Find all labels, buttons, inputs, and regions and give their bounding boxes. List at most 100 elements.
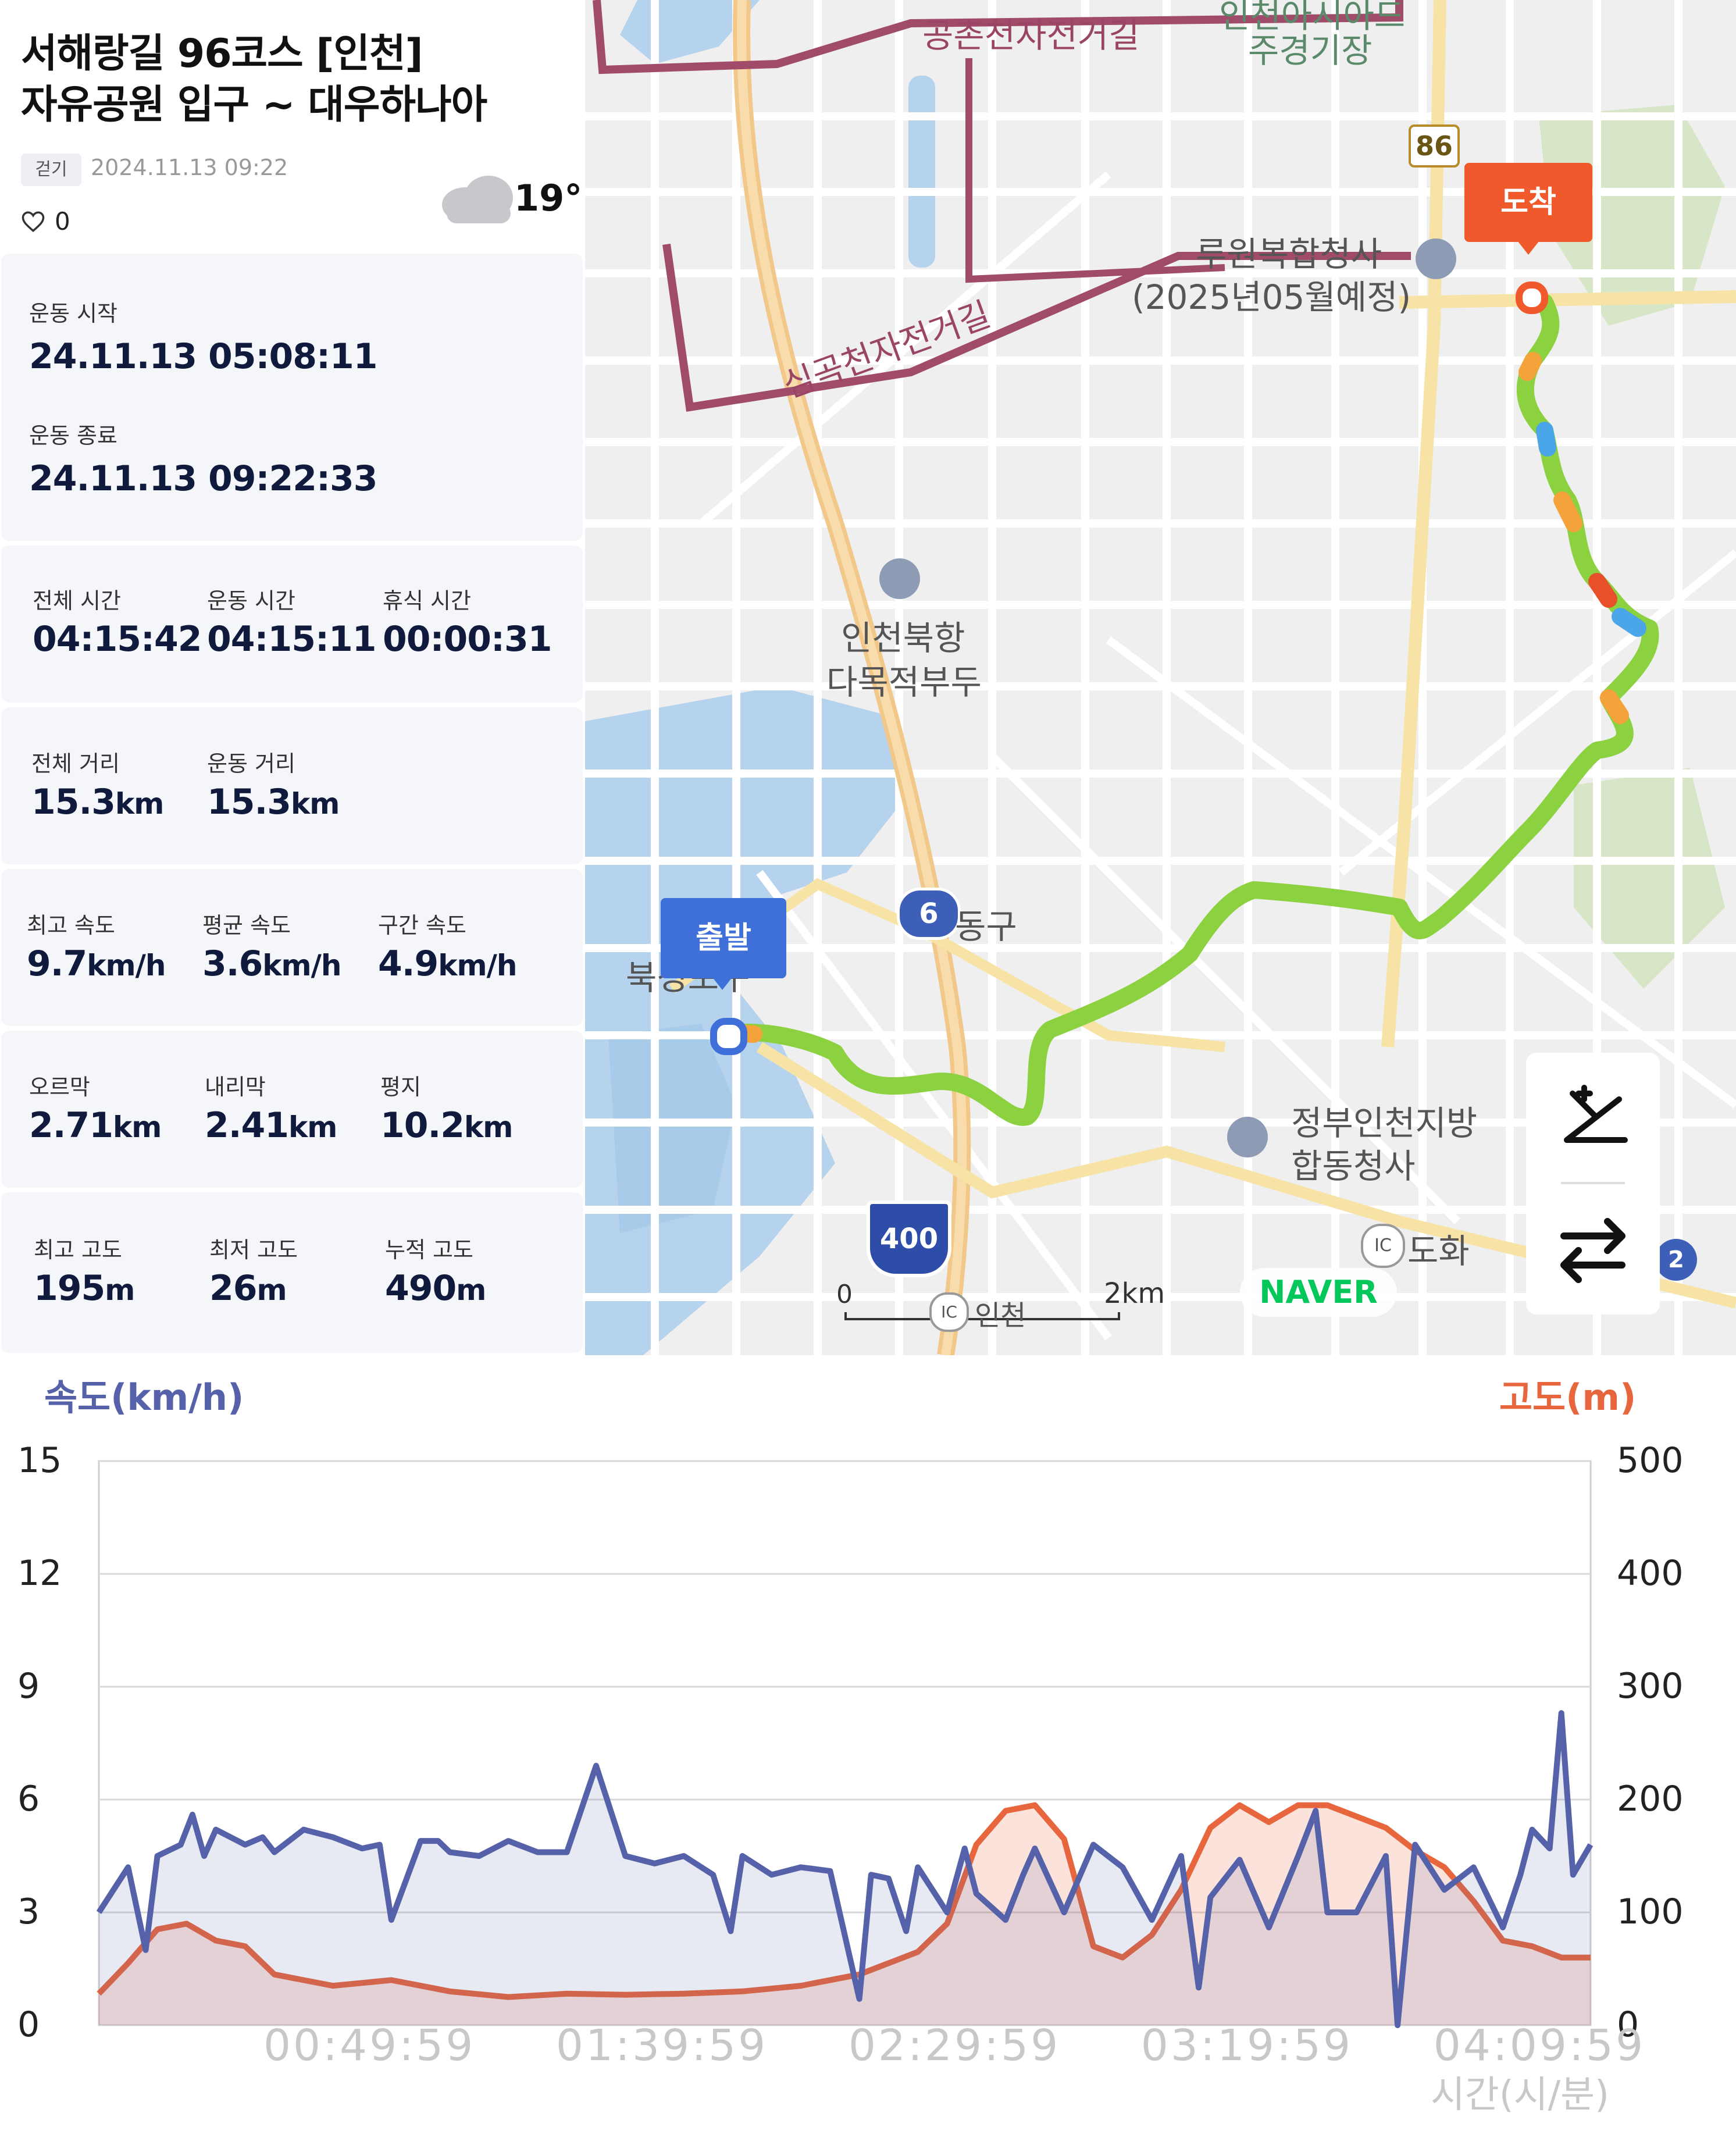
map-label-asiad-stadium-1: 인천아시아드 [1219,0,1406,35]
avg-speed-label: 평균 속도 [202,913,291,938]
max-speed-value: 9.7km/h [27,943,166,984]
map-label-asiad-stadium-2: 주경기장 [1248,31,1373,70]
map-label-multipurpose-pier: 다목적부두 [826,662,982,702]
left-tick-label: 9 [17,1666,40,1707]
flat-label: 평지 [380,1074,421,1100]
route-map[interactable]: 공촌천자전거길 심곡천자전거길 인천아시아드 주경기장 86 루원복합청사 (2… [585,0,1736,1355]
end-marker[interactable] [1516,282,1548,314]
x-axis-title: 시간(시/분) [1431,2074,1610,2117]
left-tick-label: 6 [17,1779,40,1819]
max-altitude-value: 195m [34,1268,135,1309]
naver-logo: NAVER [1240,1268,1397,1317]
road-86-shield: 86 [1409,124,1460,168]
map-label-ruwon-complex: 루원복합청사 [1196,234,1382,274]
workout-date: 2024.11.13 09:22 [91,155,288,180]
x-tick-label: 04:09:59 [1433,2021,1646,2071]
min-altitude-label: 최저 고도 [209,1237,298,1263]
slope-toggle-button[interactable] [1526,1053,1660,1181]
right-tick-label: 500 [1617,1440,1684,1481]
total-distance-label: 전체 거리 [31,751,120,776]
uphill-label: 오르막 [29,1074,90,1100]
like-button[interactable]: 0 [21,207,70,236]
x-tick-label: 03:19:59 [1140,2021,1353,2071]
swap-icon [1560,1218,1626,1283]
min-altitude-value: 26m [209,1268,287,1309]
main-road-north-south-center [737,0,967,1355]
right-tick-label: 100 [1617,1891,1684,1932]
sea-water [585,686,911,1355]
left-tick-label: 12 [17,1553,62,1594]
swap-button[interactable] [1526,1187,1660,1314]
downhill-value: 2.41km [205,1105,337,1146]
map-label-gongchon-bike-path: 공촌천자전거길 [922,16,1140,55]
map-label-ruwon-complex-date: (2025년05월예정) [1132,277,1411,317]
street-grid [585,0,1736,1355]
highway-400-shield: 400 [867,1200,951,1277]
end-label: 운동 종료 [29,423,117,448]
total-time-value: 04:15:42 [33,619,202,660]
active-time-value: 04:15:11 [207,619,376,660]
map-label-dong-gu: 동구 [955,907,1017,946]
road-shield-partial: 2 [1655,1239,1697,1281]
scale-zero: 0 [836,1280,853,1309]
start-label: 운동 시작 [29,301,117,326]
speed-series-area [99,1713,1591,2025]
slope-toggle-icon [1564,1085,1628,1143]
canal-water [908,76,935,268]
map-label-incheon: 인천 [975,1299,1026,1332]
x-tick-label: 02:29:59 [848,2021,1061,2071]
total-ascent-value: 490m [385,1268,486,1309]
distance-card: 전체 거리 15.3km 운동 거리 15.3km [1,707,583,864]
right-tick-label: 400 [1617,1553,1684,1594]
downhill-label: 내리막 [205,1074,266,1100]
altitude-series-area [99,1805,1591,2025]
altitude-series-line [97,1802,1591,2000]
max-speed-label: 최고 속도 [27,913,115,938]
start-marker[interactable] [710,1018,747,1055]
total-ascent-label: 누적 고도 [385,1237,473,1263]
cloud-icon [442,176,513,223]
right-tick-label: 0 [1617,2004,1639,2045]
road-6-shield: 6 [897,888,961,940]
control-divider [1561,1182,1625,1184]
left-tick-label: 0 [17,2004,40,2045]
start-end-card: 운동 시작 24.11.13 05:08:11 운동 종료 24.11.13 0… [1,254,583,541]
chart-plot [96,1460,1594,2028]
government-building-icon [1416,238,1456,279]
uphill-value: 2.71km [29,1105,162,1146]
workout-summary-panel: 서해랑길 96코스 [인천] 자유공원 입구 ~ 대우하나아 걷기 2024.1… [0,0,585,1355]
government-building-icon-2 [1227,1117,1268,1157]
start-pin-pointer [710,974,735,990]
altitude-card: 최고 고도 195m 최저 고도 26m 누적 고도 490m [1,1192,583,1353]
ferry-icon [879,558,920,599]
right-tick-label: 200 [1617,1779,1684,1819]
right-axis-title: 고도(m) [1499,1376,1637,1419]
start-pin[interactable]: 출발 [661,898,786,978]
ic-badge-incheon: IC [929,1292,969,1332]
left-tick-label: 15 [17,1440,62,1481]
road-east [1399,290,1736,309]
map-label-dohwa: 도화 [1407,1231,1470,1271]
section-speed-label: 구간 속도 [378,913,466,938]
map-label-gov-office-2: 합동청사 [1291,1146,1416,1186]
right-tick-label: 300 [1617,1666,1684,1707]
duration-card: 전체 시간 04:15:42 운동 시간 04:15:11 휴식 시간 00:0… [1,546,583,703]
max-altitude-label: 최고 고도 [34,1237,122,1263]
section-speed-value: 4.9km/h [378,943,518,984]
bike-path-simgok [662,244,1411,412]
x-tick-label: 01:39:59 [555,2021,768,2071]
end-pin-pointer [1516,238,1541,255]
end-value: 24.11.13 09:22:33 [29,458,377,499]
speed-card: 최고 속도 9.7km/h 평균 속도 3.6km/h 구간 속도 4.9km/… [1,869,583,1026]
activity-type-badge: 걷기 [21,154,81,186]
bike-path-loop [965,58,1225,283]
end-pin[interactable]: 도착 [1464,163,1592,242]
x-tick-label: 00:49:59 [263,2021,476,2071]
speed-series-line [96,1710,1594,2028]
park-area-2 [1574,768,1725,989]
heart-outline-icon [22,211,45,232]
ic-badge-dohwa: IC [1361,1224,1405,1268]
course-title-line1: 서해랑길 96코스 [인천] [21,31,423,77]
scale-two-km: 2km [1104,1277,1165,1310]
rest-time-label: 휴식 시간 [383,588,471,614]
